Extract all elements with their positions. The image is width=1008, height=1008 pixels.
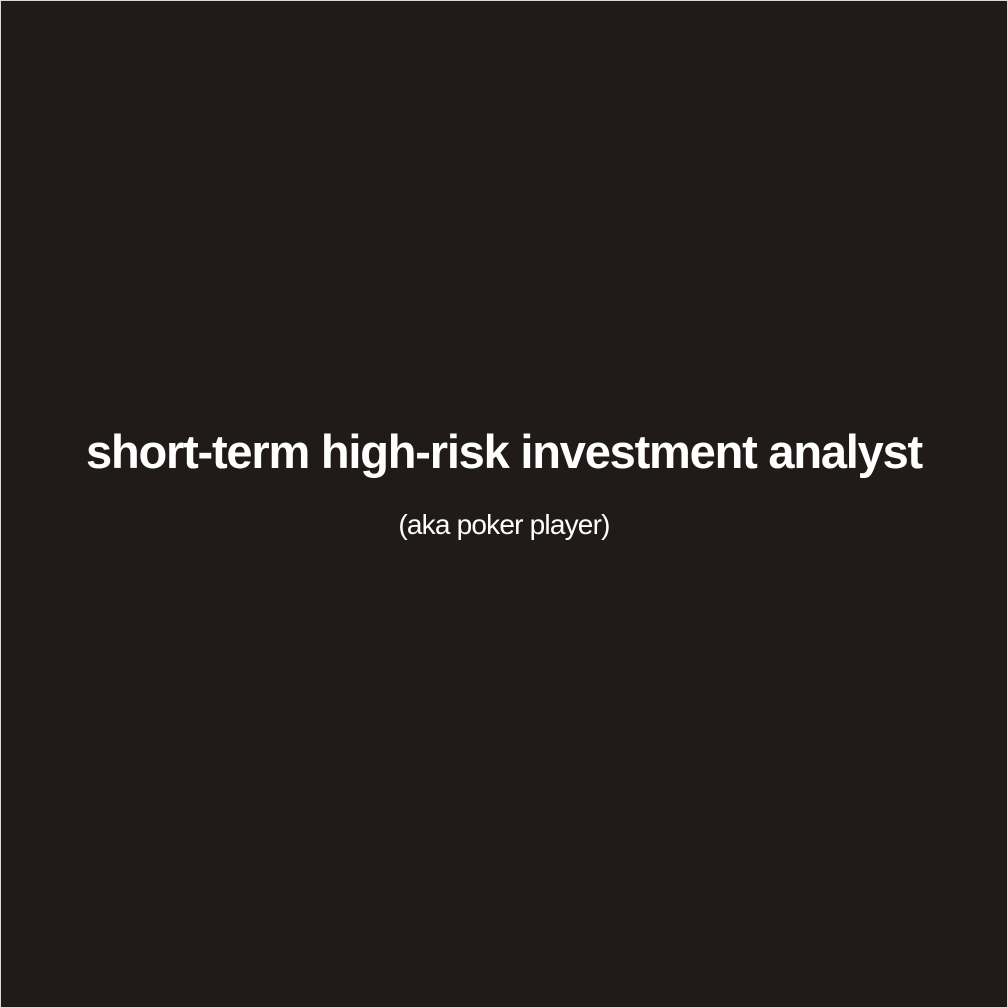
subline-text: (aka poker player) [398, 509, 610, 540]
headline-text: short-term high-risk investment analyst [86, 425, 923, 478]
